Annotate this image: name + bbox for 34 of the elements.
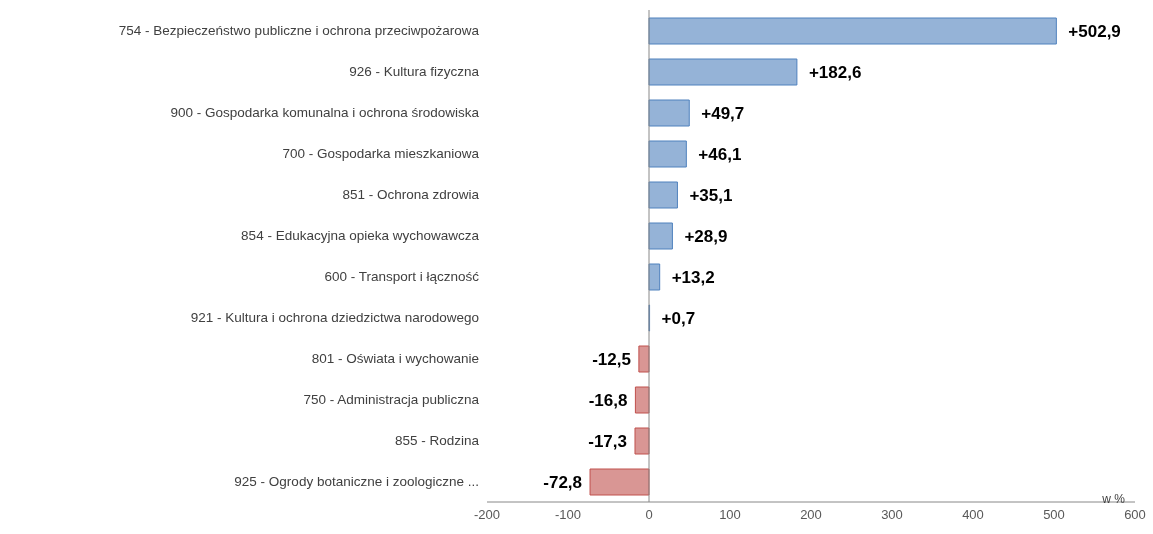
x-tick-label: 600	[1124, 507, 1146, 523]
data-label: -16,8	[588, 390, 628, 410]
y-tick-label: 750 - Administracja publiczna	[303, 392, 480, 408]
y-tick-label: 921 - Kultura i ochrona dziedzictwa narodowego	[190, 310, 479, 326]
y-tick-label: 926 - Kultura fizyczna	[349, 64, 480, 80]
x-tick-label: 400	[962, 507, 984, 523]
x-tick-label: -100	[554, 507, 582, 523]
data-label: +35,1	[689, 185, 733, 205]
data-label: +0,7	[661, 308, 696, 328]
y-tick-label: 600 - Transport i łączność	[324, 269, 480, 285]
data-label: -12,5	[592, 349, 631, 369]
y-tick-label: 754 - Bezpieczeństwo publiczne i ochrona przeciwpożarowa	[118, 23, 480, 39]
data-label: -72,8	[543, 472, 583, 492]
data-label: +502,9	[1068, 21, 1121, 41]
data-label: +46,1	[698, 144, 742, 164]
data-label: -17,3	[588, 431, 627, 451]
x-tick-label: 0	[645, 507, 653, 523]
annotation: w %	[1102, 492, 1125, 506]
y-tick-label: 900 - Gospodarka komunalna i ochrona środowiska	[170, 105, 480, 121]
y-tick-label: 925 - Ogrody botaniczne i zoologiczne ...	[234, 474, 479, 490]
y-tick-label: 855 - Rodzina	[394, 433, 480, 449]
data-label: +13,2	[671, 267, 715, 287]
y-tick-label: 801 - Oświata i wychowanie	[311, 351, 479, 367]
y-tick-label: 854 - Edukacyjna opieka wychowawcza	[241, 228, 480, 244]
data-label: +28,9	[684, 226, 728, 246]
x-tick-label: 500	[1043, 507, 1065, 523]
x-tick-label: -200	[473, 507, 501, 523]
x-tick-label: 300	[881, 507, 903, 523]
data-label: +49,7	[701, 103, 745, 123]
data-label: +182,6	[808, 62, 862, 82]
y-tick-label: 851 - Ochrona zdrowia	[342, 187, 480, 203]
x-tick-label: 100	[719, 507, 741, 523]
x-tick-label: 200	[800, 507, 822, 523]
y-tick-label: 700 - Gospodarka mieszkaniowa	[282, 146, 480, 162]
